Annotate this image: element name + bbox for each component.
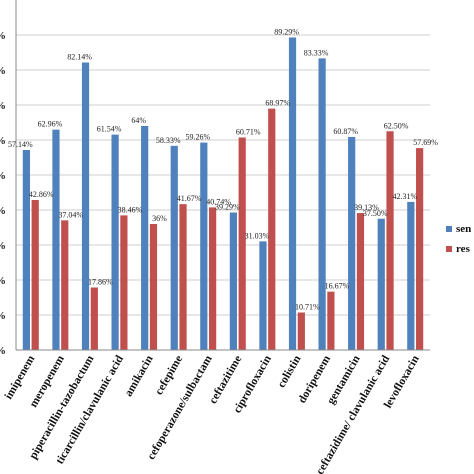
res-data-label: 36%: [152, 214, 167, 223]
res-bar: [327, 291, 335, 350]
sen-data-label: 57.14%: [8, 140, 33, 149]
y-tick-label: 70%: [0, 100, 6, 112]
x-category-label: amikacin: [123, 353, 156, 399]
x-axis-categories: imipenemmeropenempiperacillin-tazobactum…: [3, 353, 422, 474]
sen-bar: [200, 142, 208, 350]
x-category-label: cefepime: [153, 354, 185, 398]
sen-data-label: 37.50%: [363, 209, 388, 218]
x-category-label: cefoperazone/sulbactam: [145, 353, 215, 462]
res-bar: [416, 148, 424, 350]
res-data-label: 40.74%: [206, 197, 231, 206]
sen-data-label: 60.87%: [333, 127, 358, 136]
res-data-label: 16.67%: [325, 282, 350, 291]
res-data-label: 10.71%: [295, 303, 320, 312]
sen-data-label: 59.26%: [185, 133, 210, 142]
res-data-label: 39.13%: [354, 203, 379, 212]
sen-bar: [348, 136, 356, 350]
sen-bar: [22, 150, 30, 350]
legend: sen res: [446, 223, 471, 255]
legend-swatch-res: [446, 246, 452, 252]
sen-data-label: 64%: [131, 116, 146, 125]
sen-bar: [81, 62, 90, 350]
y-axis-ticks: 0% 10% 20% 30% 40% 50% 60% 70% 80% 90%: [0, 30, 6, 357]
res-bar: [61, 220, 69, 350]
res-data-label: 60.71%: [236, 128, 261, 137]
sen-data-label: 61.54%: [97, 125, 122, 134]
sen-data-label: 62.96%: [38, 120, 63, 129]
res-bar: [238, 137, 246, 350]
res-bar: [209, 207, 217, 350]
res-data-label: 38.46%: [118, 205, 143, 214]
sen-data-label: 83.33%: [304, 48, 329, 57]
res-bar: [386, 131, 394, 350]
res-data-label: 17.86%: [88, 277, 113, 286]
res-bar: [31, 199, 39, 350]
sen-data-label: 89.29%: [274, 27, 299, 36]
res-data-label: 42.86%: [29, 190, 54, 199]
sen-bar: [318, 58, 326, 350]
sen-data-label: 58.33%: [156, 136, 181, 145]
res-data-label: 57.69%: [413, 138, 438, 147]
res-bar: [356, 213, 365, 350]
res-data-label: 62.50%: [384, 121, 409, 130]
axes: [15, 0, 430, 351]
y-tick-label: 10%: [0, 310, 6, 322]
sen-bar: [259, 241, 267, 350]
sen-data-label: 42.31%: [392, 192, 417, 201]
res-bar: [179, 204, 187, 350]
sen-bar: [141, 126, 149, 350]
legend-label-res: res: [456, 243, 471, 255]
sen-bar: [229, 212, 237, 350]
gridlines: [16, 34, 430, 316]
sen-bar: [407, 201, 415, 350]
res-bar: [268, 108, 276, 350]
legend-label-sen: sen: [456, 223, 471, 235]
res-bar: [90, 287, 98, 350]
sen-data-label: 31.03%: [245, 231, 270, 240]
bars: [22, 37, 424, 351]
y-tick-label: 40%: [0, 205, 6, 217]
sen-bar: [111, 134, 119, 350]
sen-data-label: 39.29%: [215, 202, 240, 211]
sen-bar: [288, 37, 297, 351]
sen-bar: [377, 218, 385, 350]
sen-bar: [170, 145, 178, 350]
sen-bar: [52, 129, 60, 350]
y-tick-label: 0%: [0, 345, 6, 357]
y-tick-label: 30%: [0, 240, 6, 252]
y-tick-label: 20%: [0, 275, 6, 287]
y-tick-label: 50%: [0, 170, 6, 182]
res-bar: [120, 215, 128, 350]
res-data-label: 41.67%: [177, 194, 202, 203]
res-data-label: 37.04%: [58, 210, 83, 219]
x-category-label: colistin: [276, 353, 304, 390]
res-bar: [297, 312, 305, 350]
res-data-label: 68.97%: [265, 99, 290, 108]
y-tick-label: 80%: [0, 65, 6, 77]
y-tick-label: 60%: [0, 135, 6, 147]
y-tick-label: 90%: [0, 30, 6, 42]
data-labels: 57.14% 42.86% 62.96% 37.04% 82.14% 17.86% 61.5…: [8, 27, 438, 311]
legend-swatch-sen: [446, 226, 452, 232]
sen-data-label: 82.14%: [67, 53, 92, 62]
res-bar: [149, 224, 158, 350]
